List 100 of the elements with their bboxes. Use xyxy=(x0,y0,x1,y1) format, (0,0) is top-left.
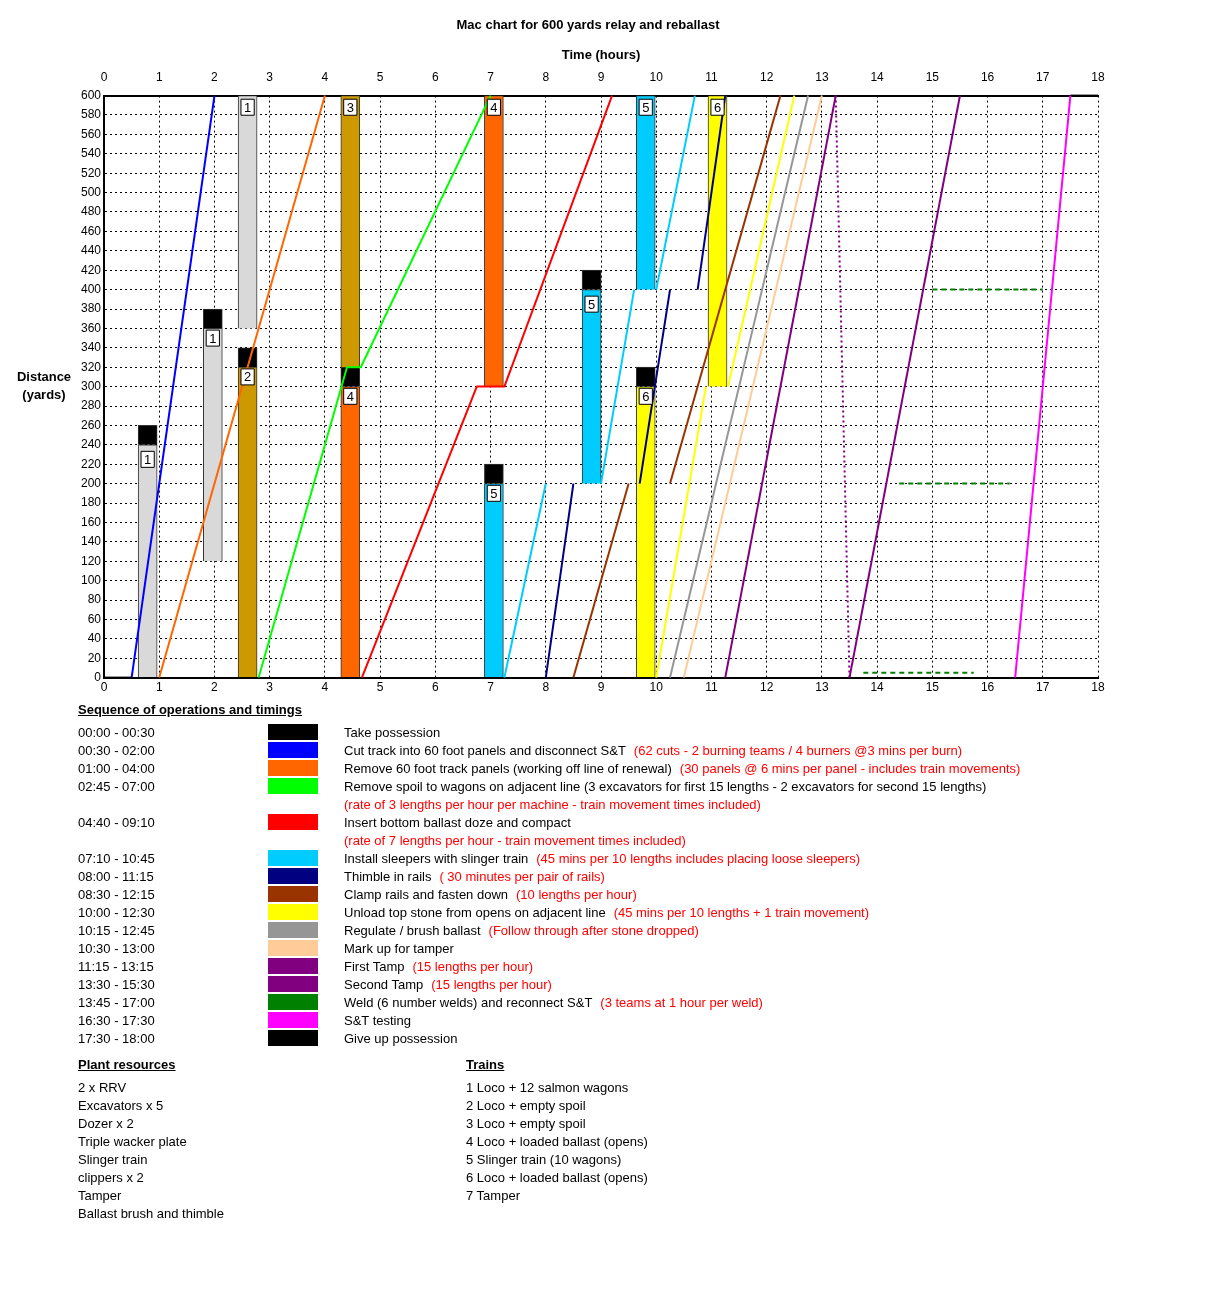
x2-tick-label: 1 xyxy=(155,69,163,84)
text: Excavators x 5 xyxy=(78,1096,165,1114)
annotation: 1 xyxy=(209,330,217,346)
x-tick-label: 9 xyxy=(597,680,605,695)
y-tick-label: 320 xyxy=(80,359,102,374)
x-axis-title: Time (hours) xyxy=(561,46,641,62)
annotation: 6 xyxy=(713,99,722,115)
text: Tamper xyxy=(78,1186,123,1204)
text: 2 x RRV xyxy=(78,1078,128,1096)
text: 11:15 - 13:15 xyxy=(78,958,155,974)
legend-label: Unload top stone from opens on adjacent line xyxy=(344,904,606,920)
x-tick-label: 2 xyxy=(211,680,219,695)
text: 00:00 - 00:30 xyxy=(78,724,156,740)
legend-label: Insert bottom ballast doze and compact xyxy=(344,814,571,830)
text: (15 lengths per hour) xyxy=(412,958,534,974)
x-tick-label: 8 xyxy=(542,680,550,695)
y-tick-label: 400 xyxy=(80,281,102,296)
x2-tick-label: 6 xyxy=(432,69,439,84)
y-tick-label: 180 xyxy=(80,495,102,510)
text: 08:00 - 11:15 xyxy=(78,868,155,884)
annotation: 1 xyxy=(243,99,252,115)
legend-label: Thimble in rails xyxy=(344,868,432,884)
y-axis-title: Distance (yards) xyxy=(16,369,72,403)
text: Slinger train xyxy=(78,1150,149,1168)
legend-label: Install sleepers with slinger train xyxy=(344,850,529,866)
text: 01:00 - 04:00 xyxy=(78,760,156,776)
legend-label: Give up possession xyxy=(344,1030,458,1046)
y-tick-label: 100 xyxy=(80,572,102,587)
text: (rate of 7 lengths per hour - train movement times included) xyxy=(344,832,686,848)
x-tick-label: 11 xyxy=(705,680,718,695)
x-tick-label: 1 xyxy=(155,680,163,695)
annotation: 2 xyxy=(243,369,252,385)
x-tick-label: 4 xyxy=(321,680,329,695)
x2-tick-label: 7 xyxy=(487,69,495,84)
y-tick-label: 520 xyxy=(80,165,102,180)
text: ( 30 minutes per pair of rails) xyxy=(439,868,605,884)
text: 16:30 - 17:30 xyxy=(78,1012,156,1028)
text: 07:10 - 10:45 xyxy=(78,850,156,866)
chart-title: Mac chart for 600 yards relay and reballast xyxy=(456,17,721,33)
x-tick-label: 14 xyxy=(870,680,885,695)
text: (Follow through after stone dropped) xyxy=(488,922,699,938)
y-tick-label: 460 xyxy=(80,223,102,238)
legend-label: Second Tamp xyxy=(344,976,424,992)
y-tick-label: 420 xyxy=(80,262,102,277)
x2-tick-label: 14 xyxy=(870,69,885,84)
text: 08:30 - 12:15 xyxy=(78,886,156,902)
text: Triple wacker plate xyxy=(78,1132,188,1150)
y-tick-label: 60 xyxy=(87,611,102,626)
x2-tick-label: 3 xyxy=(266,69,274,84)
text: (10 lengths per hour) xyxy=(516,886,637,902)
x2-tick-label: 13 xyxy=(815,69,829,84)
text: 4 Loco + loaded ballast (opens) xyxy=(466,1132,648,1150)
annotation: 4 xyxy=(490,99,498,115)
text: 13:45 - 17:00 xyxy=(78,994,156,1010)
text: 7 Tamper xyxy=(466,1186,521,1204)
annotation: 6 xyxy=(642,388,650,404)
y-tick-label: 40 xyxy=(87,631,102,646)
legend-label: Clamp rails and fasten down xyxy=(344,886,509,902)
x2-tick-label: 17 xyxy=(1036,69,1050,84)
legend-label: Cut track into 60 foot panels and disconnect S&T xyxy=(344,742,626,758)
x2-tick-label: 5 xyxy=(376,69,384,84)
y-tick-label: 440 xyxy=(80,243,102,258)
text: Trains xyxy=(466,1057,506,1072)
text: 5 Slinger train (10 wagons) xyxy=(466,1150,623,1168)
legend-label: Regulate / brush ballast xyxy=(344,922,481,938)
y-tick-label: 560 xyxy=(80,126,102,141)
text: 6 Loco + loaded ballast (opens) xyxy=(466,1168,648,1186)
text: 10:30 - 13:00 xyxy=(78,940,156,956)
text: (30 panels @ 6 mins per panel - includes train movements) xyxy=(679,760,1021,776)
x-tick-label: 3 xyxy=(266,680,274,695)
legend-label: Remove spoil to wagons on adjacent line (3 excavators for first 15 lengths - 2 excavators for second 15 lengths) xyxy=(344,778,987,794)
x2-tick-label: 15 xyxy=(925,69,940,84)
y-tick-label: 500 xyxy=(80,184,102,199)
text: 2 Loco + empty spoil xyxy=(466,1096,587,1114)
x-tick-label: 12 xyxy=(759,680,774,695)
x-tick-label: 13 xyxy=(815,680,829,695)
legend-label: Remove 60 foot track panels (working off line of renewal) xyxy=(344,760,672,776)
y-tick-label: 140 xyxy=(80,534,102,549)
y-tick-label: 360 xyxy=(80,320,102,335)
text: Ballast brush and thimble xyxy=(78,1204,225,1222)
y-tick-label: 160 xyxy=(80,514,102,529)
y-tick-label: 80 xyxy=(87,592,102,607)
y-tick-label: 260 xyxy=(80,417,102,432)
x-tick-label: 16 xyxy=(980,680,995,695)
y-tick-label: 200 xyxy=(80,475,102,490)
text: (3 teams at 1 hour per weld) xyxy=(600,994,763,1010)
y-tick-label: 300 xyxy=(80,378,102,393)
x-tick-label: 10 xyxy=(649,680,664,695)
annotation: 4 xyxy=(346,388,354,404)
x-tick-label: 6 xyxy=(432,680,439,695)
x-tick-label: 15 xyxy=(925,680,940,695)
y-tick-label: 480 xyxy=(80,204,102,219)
annotation: 5 xyxy=(588,296,596,312)
x2-tick-label: 11 xyxy=(705,69,718,84)
y-tick-label: 240 xyxy=(80,437,102,452)
y-tick-label: 580 xyxy=(80,107,102,122)
y-tick-label: 340 xyxy=(80,340,102,355)
text: (45 mins per 10 lengths + 1 train movement) xyxy=(613,904,870,920)
x-tick-label: 17 xyxy=(1036,680,1050,695)
y-tick-label: 20 xyxy=(87,650,102,665)
